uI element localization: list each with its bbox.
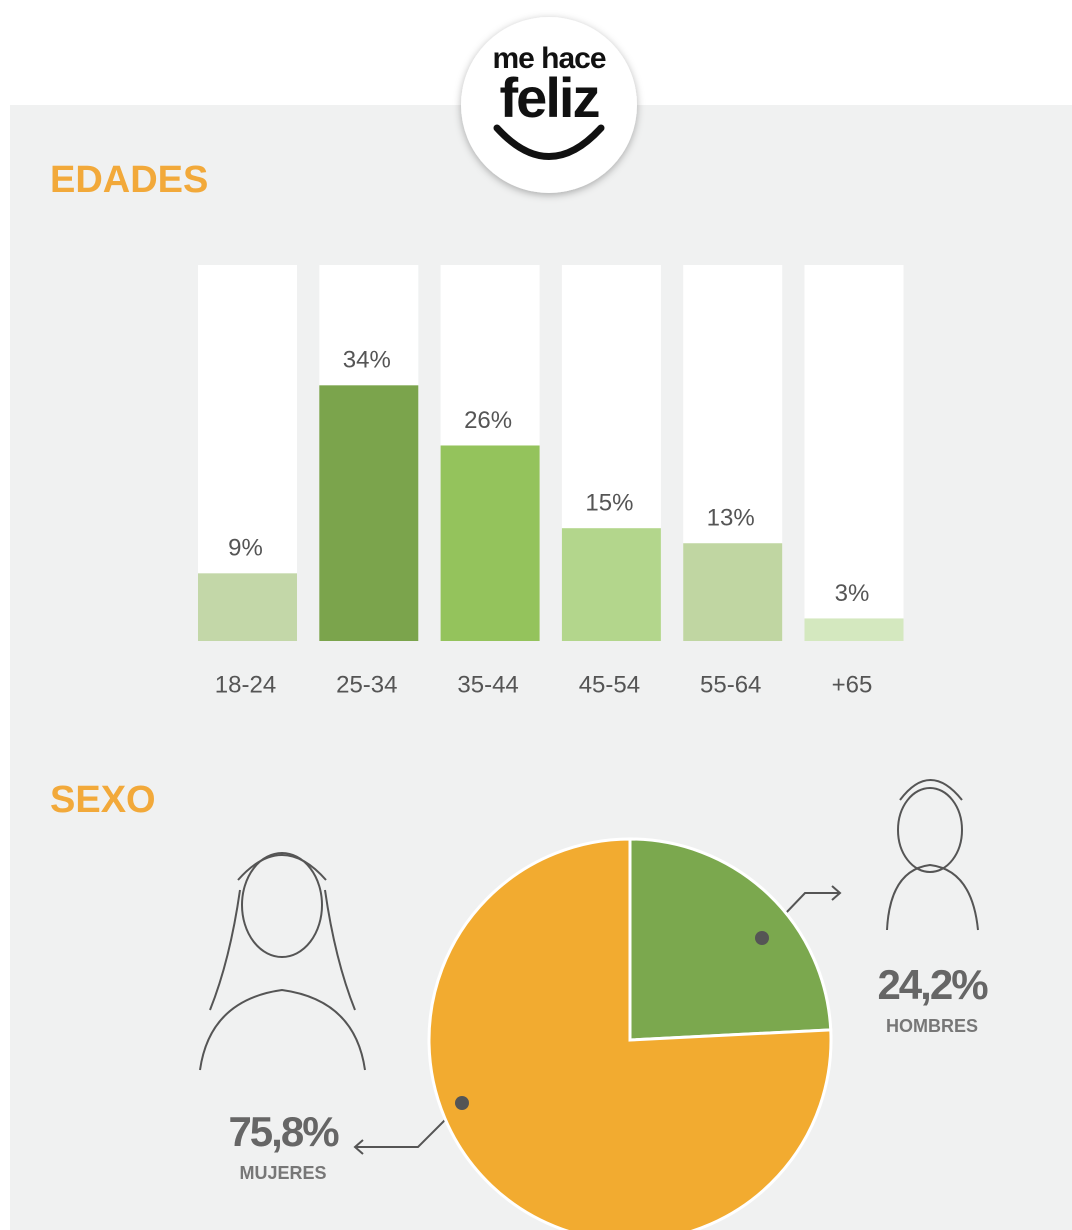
slice-name: MUJERES (239, 1163, 326, 1183)
x-tick-label: 55-64 (700, 671, 761, 698)
slice-value-label: 24,2% (877, 961, 988, 1008)
bar (198, 573, 297, 641)
bar (683, 543, 782, 641)
bar (805, 618, 904, 641)
value-label: 15% (585, 490, 633, 517)
leader-dot (755, 931, 769, 945)
slice-value-label: 75,8% (228, 1108, 339, 1155)
logo: me hace feliz (461, 17, 637, 193)
x-tick-label: 45-54 (579, 671, 640, 698)
value-label: 9% (228, 535, 263, 562)
bar (441, 445, 540, 641)
value-label: 13% (707, 505, 755, 532)
x-tick-label: 35-44 (457, 671, 518, 698)
x-tick-label: +65 (832, 671, 873, 698)
value-label: 26% (464, 407, 512, 434)
leader-dot (455, 1096, 469, 1110)
slice-name: HOMBRES (886, 1016, 978, 1036)
bar (562, 528, 661, 641)
value-label: 3% (835, 580, 870, 607)
bar-title: EDADES (50, 159, 208, 201)
bar (319, 385, 418, 641)
pie-title: SEXO (50, 779, 156, 821)
x-tick-label: 25-34 (336, 671, 397, 698)
value-label: 34% (343, 347, 391, 374)
infographic: me hace feliz EDADES SEXO 9% 18-24 34% 25-3… (0, 0, 1072, 1230)
logo-bottom: feliz (500, 66, 599, 129)
x-tick-label: 18-24 (215, 671, 276, 698)
